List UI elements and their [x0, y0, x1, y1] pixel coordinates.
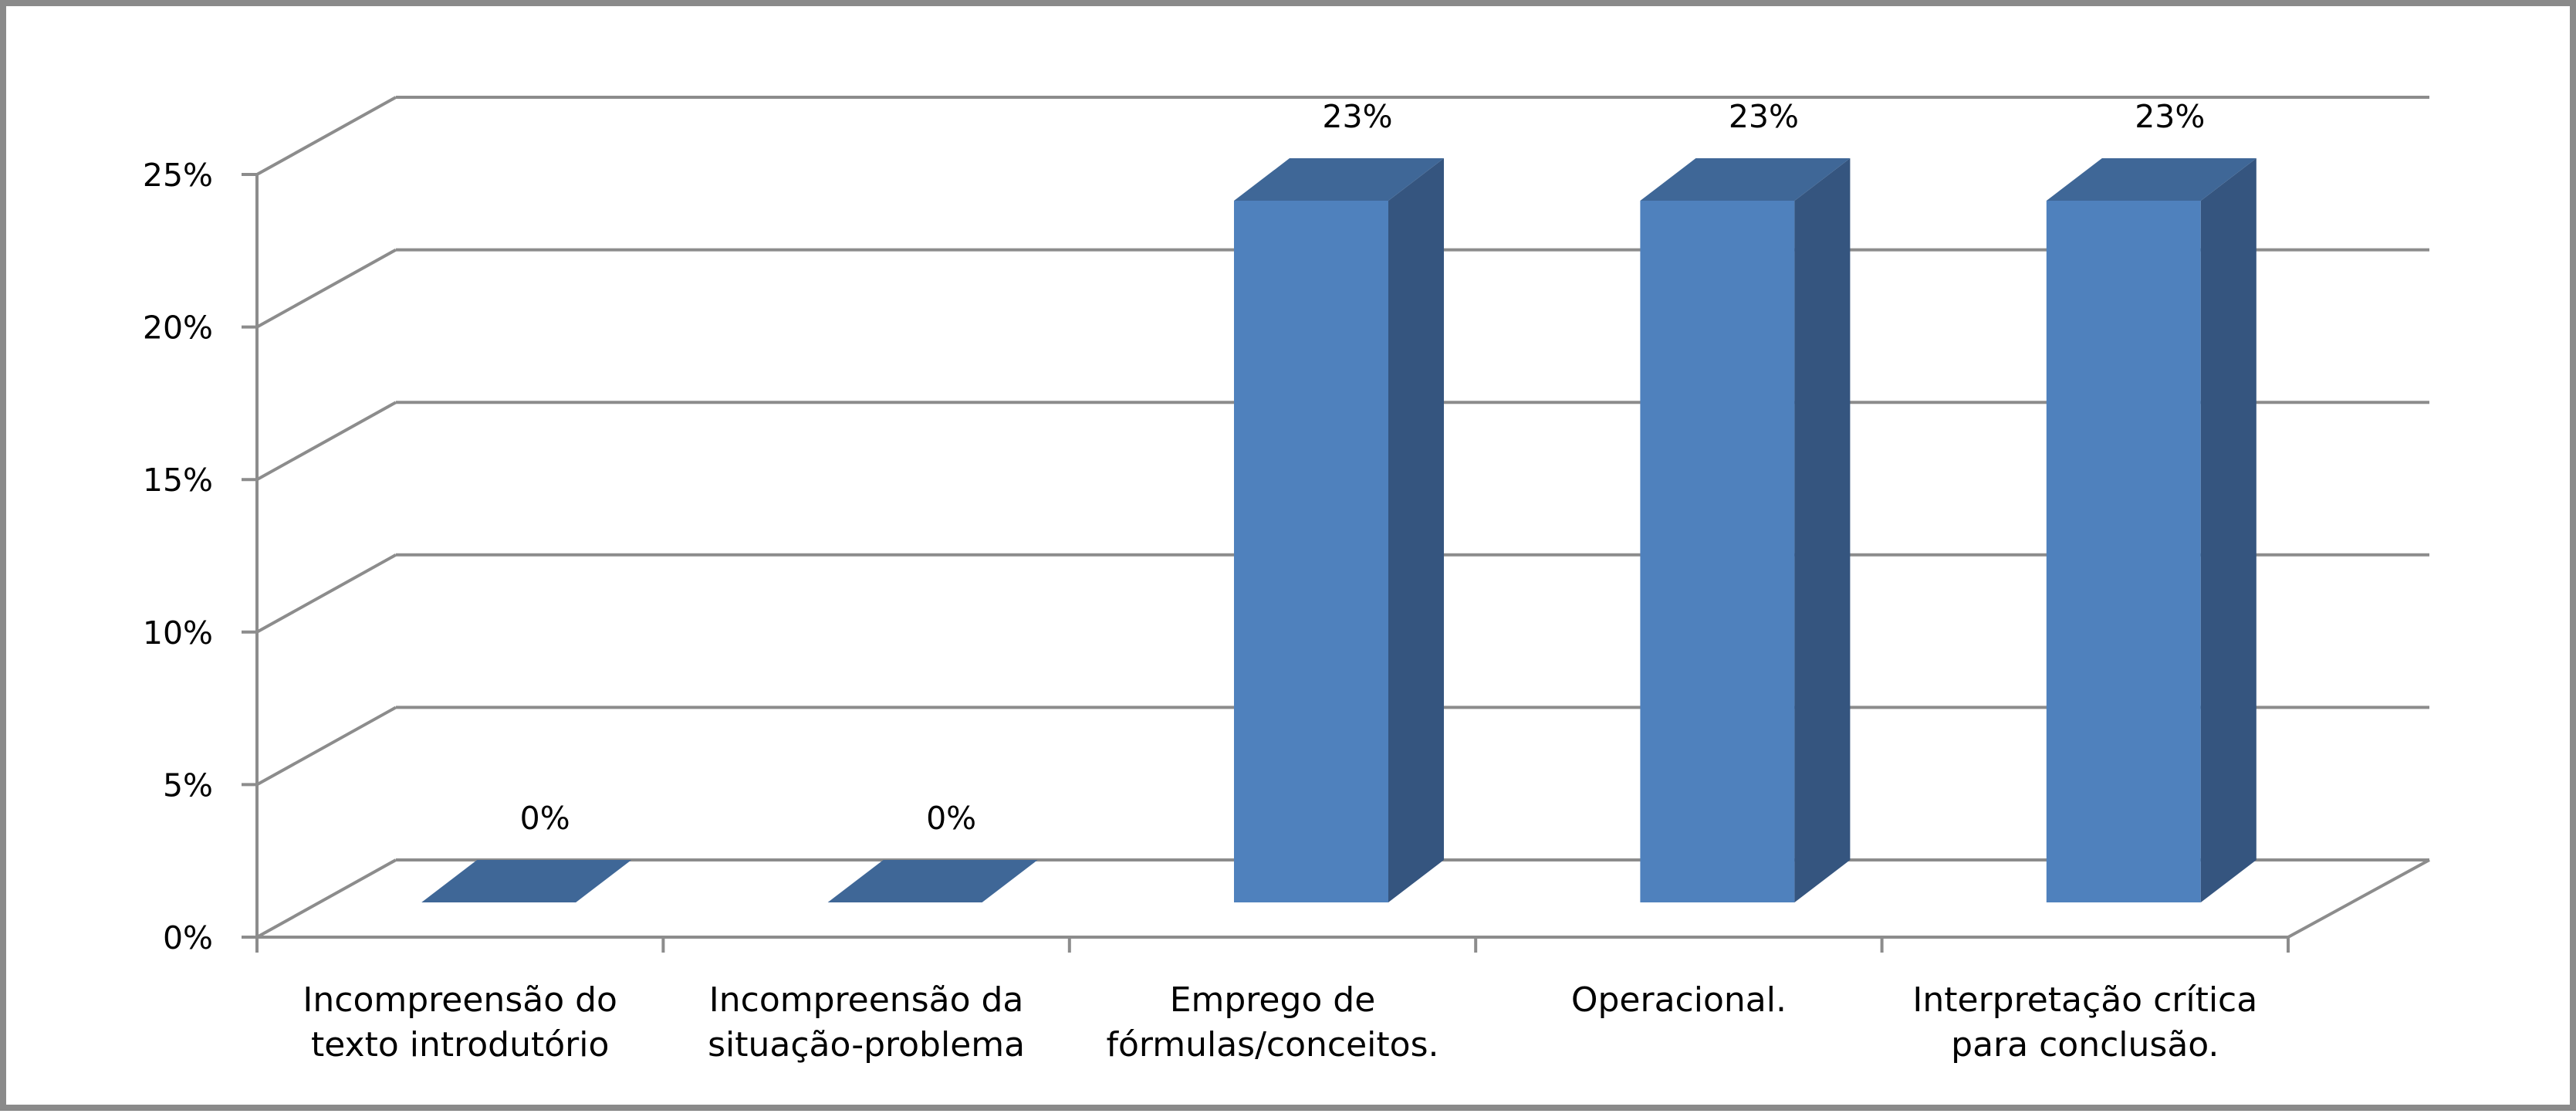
- x-category-label: fórmulas/conceitos.: [1107, 1025, 1439, 1065]
- y-tick-label: 20%: [143, 310, 213, 347]
- side-wall-line: [256, 858, 397, 939]
- bar-side: [1388, 158, 1444, 903]
- side-wall-line: [256, 401, 397, 481]
- y-tick-label: 15%: [143, 462, 213, 499]
- bar-front: [2046, 201, 2201, 902]
- bar-top: [1640, 158, 1851, 201]
- bar: [2046, 158, 2257, 903]
- bar-front: [1640, 201, 1795, 902]
- bar-top: [421, 860, 632, 902]
- y-tick-label: 10%: [143, 614, 213, 652]
- x-category-label: Incompreensão do: [303, 980, 617, 1020]
- data-label: 23%: [2135, 98, 2205, 135]
- x-category-label: Operacional.: [1571, 980, 1787, 1020]
- bar-top: [1234, 158, 1444, 201]
- bar-top: [2046, 158, 2257, 201]
- bar: [827, 860, 1038, 902]
- data-label: 0%: [520, 800, 570, 837]
- bar-front: [1234, 201, 1388, 902]
- y-tick-label: 5%: [163, 767, 213, 804]
- side-wall-line: [256, 248, 397, 329]
- bars: [421, 158, 2257, 903]
- bar-chart-3d: 0% 5% 10% 15% 20% 25% 0% Incompreensão do texto …: [143, 96, 2430, 1065]
- bar-top: [827, 860, 1038, 902]
- side-wall-line: [256, 96, 397, 176]
- data-label: 23%: [1322, 98, 1392, 135]
- x-category-label: texto introdutório: [311, 1025, 609, 1065]
- labels: 0% 5% 10% 15% 20% 25% 0% Incompreensão do texto …: [143, 98, 2257, 1065]
- bar: [1640, 158, 1851, 903]
- y-tick-label: 25%: [143, 157, 213, 194]
- bar-side: [2200, 158, 2257, 903]
- side-wall-line: [256, 706, 397, 787]
- data-label: 23%: [1729, 98, 1799, 135]
- x-category-label: Interpretação crítica: [1912, 980, 2257, 1020]
- x-category-label: para conclusão.: [1951, 1025, 2219, 1065]
- y-tick-label: 0%: [163, 919, 213, 956]
- axes: [242, 173, 2290, 953]
- data-label: 0%: [926, 800, 976, 837]
- x-category-label: Emprego de: [1170, 980, 1376, 1020]
- bar: [1234, 158, 1444, 903]
- x-category-label: Incompreensão da: [709, 980, 1024, 1020]
- bar-side: [1794, 158, 1851, 903]
- side-wall-line: [256, 553, 397, 634]
- bar: [421, 860, 632, 902]
- floor-right-edge: [2287, 858, 2430, 939]
- x-category-label: situação-problema: [708, 1025, 1025, 1065]
